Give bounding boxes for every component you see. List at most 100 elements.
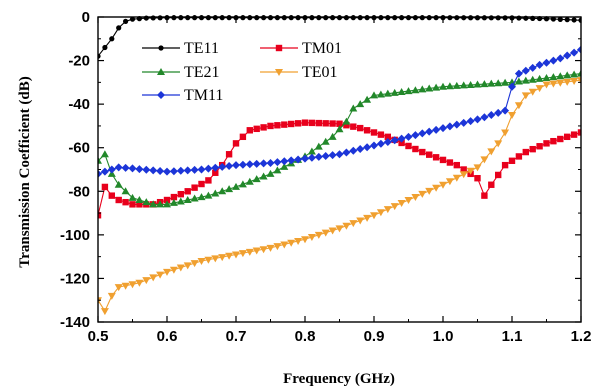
series-point-te01 [225,252,234,260]
series-point-te21 [383,89,392,97]
series-point-tm11 [266,158,275,167]
series-point-tm11 [245,160,254,169]
series-point-tm01 [419,148,426,156]
series-point-te01 [363,214,372,222]
series-point-tm11 [342,148,351,157]
series-point-te11 [550,16,557,22]
series-point-te01 [494,140,503,148]
series-point-te21 [376,90,385,98]
series-point-tm11 [238,160,247,169]
series-point-te21 [418,85,427,93]
series-point-tm01 [370,129,378,136]
series-point-te21 [521,76,530,84]
series-point-tm11 [349,146,358,155]
series-point-te01 [307,234,316,242]
series-point-tm01 [294,120,302,127]
series-point-te01 [204,256,213,264]
series-point-te01 [121,282,130,290]
series-point-te21 [404,87,413,95]
x-tick-label: 1.0 [433,328,454,345]
series-point-te21 [135,196,144,203]
series-point-te01 [418,190,427,198]
series-point-tm11 [98,169,102,178]
series-point-te21 [556,72,565,80]
y-tick-label: 0 [82,9,90,26]
series-point-te01 [404,197,413,204]
series-point-tm11 [418,129,427,138]
series-point-tm01 [384,133,391,141]
series-point-te21 [121,187,130,195]
series-point-te11 [157,15,163,21]
series-point-te01 [287,239,296,247]
series-point-te21 [280,162,289,170]
series-point-tm11 [556,54,565,63]
series-point-te21 [349,104,358,112]
series-point-tm01 [184,188,191,195]
series-point-tm01 [115,196,122,204]
series-point-tm11 [542,58,551,67]
series-point-te21 [542,74,551,81]
series-point-tm11 [183,166,192,175]
series-point-tm11 [225,162,234,171]
series-point-tm01 [170,193,178,201]
series-point-te21 [114,180,123,188]
series-line-te01 [98,79,581,313]
series-point-tm11 [204,164,213,173]
series-te21 [98,69,581,208]
series-point-te21 [577,69,581,77]
series-point-tm11 [501,106,510,115]
series-point-te21 [480,80,489,88]
series-point-te21 [425,84,434,92]
series-point-te01 [356,217,365,225]
series-point-tm11 [570,48,579,57]
series-point-te21 [266,169,275,177]
legend-item-te01: TE01 [260,64,338,81]
series-point-te21 [307,147,316,155]
series-point-tm01 [225,151,233,158]
legend-label-te11: TE11 [184,40,219,57]
series-point-te01 [432,184,441,192]
series-point-tm11 [411,131,420,140]
series-point-te01 [183,262,192,270]
legend-item-tm01: TM01 [260,40,342,57]
series-point-te21 [390,88,399,96]
series-point-te21 [439,82,447,90]
series-point-te01 [280,241,289,249]
series-point-tm11 [135,165,144,174]
series-point-te01 [570,78,579,86]
series-point-te01 [411,193,420,201]
series-point-tm01 [246,127,253,134]
series-point-te21 [342,117,351,125]
series-point-tm11 [307,153,316,162]
series-point-te01 [549,80,558,88]
series-point-tm01 [108,192,115,199]
series-point-tm01 [363,127,371,134]
series-point-tm01 [232,140,240,147]
series-tm11 [98,45,581,178]
series-point-tm01 [350,123,357,130]
series-point-te21 [487,79,496,87]
series-point-te21 [570,70,579,78]
series-point-te21 [501,78,510,86]
series-point-tm11 [528,63,537,72]
x-tick-label: 0.6 [157,328,178,345]
axes: 0.5 0.6 0.7 0.8 0.9 1.0 1.1 1.2 0 -20 -40 -60 -80 -10… [60,9,591,345]
series-point-te21 [169,198,178,206]
series-point-tm01 [474,175,481,182]
series-point-tm11 [404,132,413,141]
series-point-te21 [363,95,372,103]
plot-frame [97,16,582,323]
x-tick-label: 1.2 [571,328,592,345]
series-point-tm01 [98,212,102,219]
series-point-te01 [149,274,158,282]
series-point-tm01 [495,171,502,179]
legend-item-tm11: TM11 [142,87,223,104]
series-point-tm11 [432,125,441,134]
series-point-te01 [232,251,240,259]
series-point-te01 [383,206,392,214]
series-point-tm01 [177,190,184,198]
series-point-tm11 [473,115,482,124]
series-point-te21 [225,185,234,193]
series-point-tm01 [274,122,281,129]
series-point-tm11 [128,164,137,173]
